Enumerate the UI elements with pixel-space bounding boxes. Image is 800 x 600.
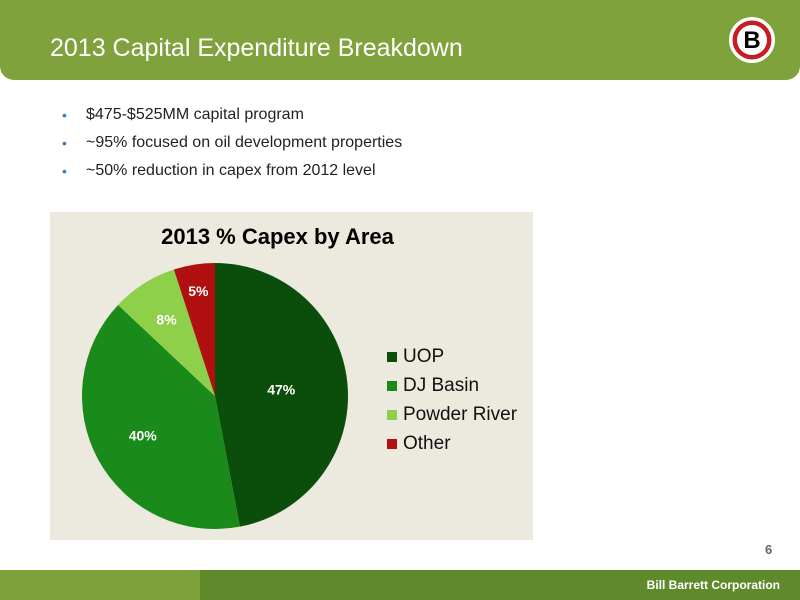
chart-legend: UOP DJ Basin Powder River Other bbox=[387, 342, 517, 458]
logo-letter: B bbox=[743, 27, 760, 54]
company-name: Bill Barrett Corporation bbox=[646, 578, 780, 592]
chart-title: 2013 % Capex by Area bbox=[161, 224, 394, 249]
legend-label: Other bbox=[403, 432, 451, 454]
legend-swatch bbox=[387, 351, 397, 362]
legend-item: DJ Basin bbox=[387, 371, 517, 400]
pie-data-label: 8% bbox=[156, 312, 177, 328]
legend-item: Other bbox=[387, 429, 517, 458]
legend-swatch bbox=[387, 438, 397, 449]
bullet-dot-icon: • bbox=[62, 107, 67, 123]
pie-chart: 2013 % Capex by Area 47% 40% 8% 5% UOP DJ Ba… bbox=[50, 212, 533, 540]
pie-data-label: 40% bbox=[129, 428, 158, 444]
bullet-dot-icon: • bbox=[62, 135, 67, 151]
bullet-list: • $475-$525MM capital program • ~95% focus… bbox=[60, 104, 402, 188]
pie-slice-other bbox=[173, 263, 215, 396]
pie-data-label: 5% bbox=[188, 283, 209, 299]
pie-chart-svg: 47% 40% 8% 5% bbox=[82, 263, 348, 529]
pie-slice-powder-river bbox=[118, 269, 215, 396]
slide-title: 2013 Capital Expenditure Breakdown bbox=[50, 34, 463, 62]
bullet-text: ~50% reduction in capex from 2012 level bbox=[86, 162, 376, 179]
legend-swatch bbox=[387, 380, 397, 391]
bullet-item: • ~95% focused on oil development propert… bbox=[60, 132, 402, 160]
bullet-text: ~95% focused on oil development properti… bbox=[86, 134, 403, 151]
legend-label: Powder River bbox=[403, 403, 518, 425]
footer-accent bbox=[0, 570, 200, 600]
pie-data-label: 47% bbox=[267, 382, 296, 398]
legend-item: UOP bbox=[387, 342, 517, 371]
page-number: 6 bbox=[765, 542, 773, 557]
legend-label: DJ Basin bbox=[403, 374, 480, 396]
pie-slice-uop bbox=[215, 263, 348, 527]
legend-label: UOP bbox=[403, 345, 445, 367]
pie-slice-dj-basin bbox=[82, 304, 240, 529]
slide-header: 2013 Capital Expenditure Breakdown B bbox=[0, 0, 800, 80]
bullet-text: $475-$525MM capital program bbox=[86, 106, 304, 123]
legend-item: Powder River bbox=[387, 400, 517, 429]
bullet-item: • $475-$525MM capital program bbox=[60, 104, 402, 132]
company-logo-icon: B bbox=[729, 17, 775, 63]
bullet-item: • ~50% reduction in capex from 2012 level bbox=[60, 160, 402, 188]
bullet-dot-icon: • bbox=[62, 163, 67, 179]
legend-swatch bbox=[387, 409, 397, 420]
